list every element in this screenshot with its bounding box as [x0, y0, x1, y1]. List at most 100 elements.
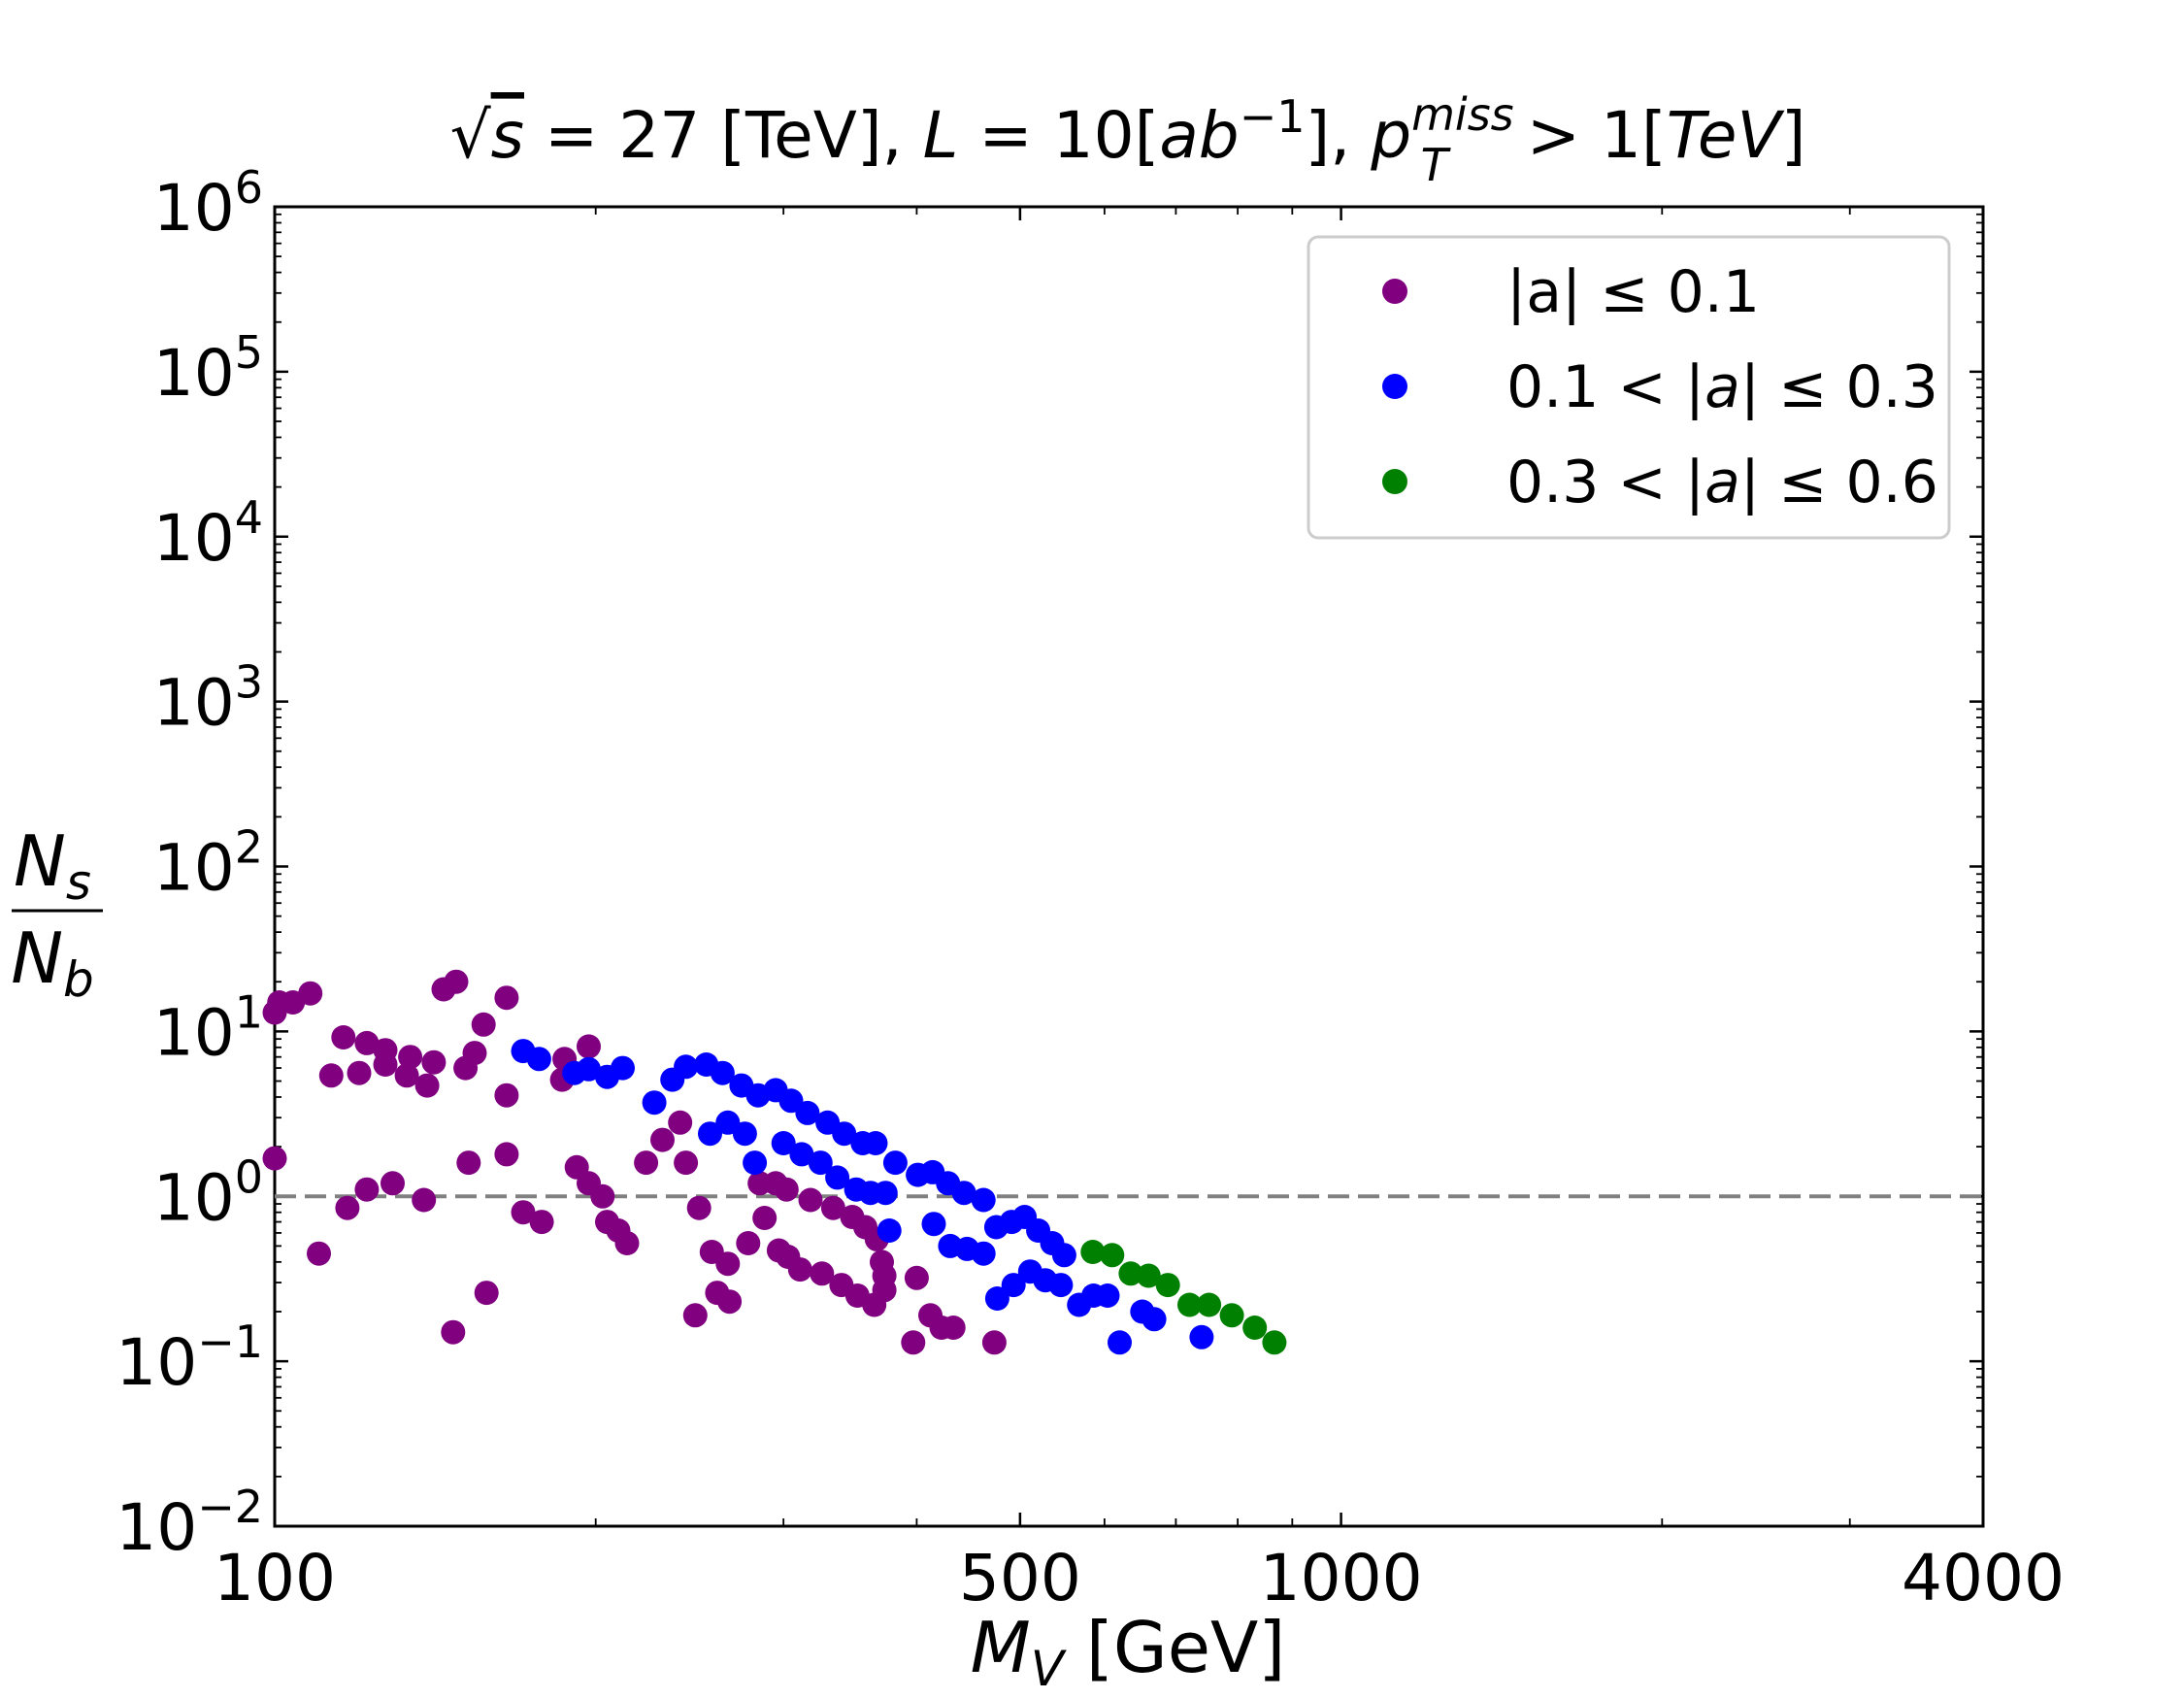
- data-point: [526, 1047, 551, 1072]
- data-point: [951, 1181, 976, 1206]
- data-point: [577, 1034, 601, 1059]
- data-point: [1155, 1273, 1180, 1298]
- data-point: [882, 1150, 908, 1176]
- data-point: [686, 1195, 711, 1220]
- data-point: [381, 1171, 405, 1196]
- data-point: [795, 1100, 820, 1125]
- legend-label-part: a: [1704, 353, 1740, 421]
- data-point: [354, 1177, 380, 1202]
- data-point: [335, 1195, 360, 1220]
- title-s-var: s: [491, 98, 524, 173]
- data-point: [398, 1045, 423, 1070]
- legend-box: [1307, 235, 1951, 540]
- data-point: [904, 1265, 929, 1290]
- y-tick-exp: −2: [197, 1481, 263, 1533]
- y-label-denominator: Nb: [11, 917, 94, 1008]
- data-point: [611, 1055, 635, 1081]
- data-point: [1197, 1292, 1222, 1317]
- data-point: [820, 1195, 845, 1220]
- data-point: [710, 1060, 735, 1085]
- y-tick-exp: 1: [235, 985, 263, 1038]
- data-point: [462, 1041, 487, 1066]
- data-point: [577, 1056, 601, 1082]
- data-point: [494, 1142, 519, 1167]
- legend-items: |a| ≤ 0.1 0.1 < |a| ≤ 0.3 0.3 < |a| ≤ 0.6: [1382, 258, 1938, 516]
- title-lumi-eq: = 10[: [958, 98, 1159, 173]
- y-num-var: N: [14, 820, 66, 902]
- data-point: [873, 1181, 898, 1206]
- data-point: [808, 1150, 833, 1176]
- data-point: [494, 1083, 519, 1108]
- data-point: [456, 1150, 481, 1176]
- data-point: [511, 1200, 536, 1225]
- data-point: [774, 1177, 799, 1202]
- y-tick-base: 10: [116, 1490, 197, 1565]
- legend-label-part: 0.3 < |: [1506, 449, 1704, 516]
- legend-label: |a| ≤ 0.1: [1506, 258, 1760, 326]
- data-point: [752, 1206, 778, 1230]
- data-point: [331, 1025, 356, 1049]
- y-tick-label: 103: [153, 656, 263, 741]
- x-axis-sub: V: [1031, 1641, 1068, 1697]
- data-point: [1262, 1330, 1287, 1355]
- title-lumi-exp: −1: [1240, 90, 1306, 143]
- data-point: [431, 977, 456, 1002]
- data-point: [872, 1263, 897, 1288]
- data-point: [674, 1150, 699, 1176]
- data-point: [971, 1187, 996, 1213]
- y-tick-exp: 0: [235, 1150, 263, 1203]
- x-axis-label: MV [GeV]: [971, 1607, 1286, 1697]
- data-point: [474, 1281, 499, 1306]
- data-point: [787, 1257, 812, 1283]
- y-tick-label: 10−2: [116, 1481, 263, 1565]
- y-tick-label: 10−1: [116, 1316, 263, 1400]
- series-1: [262, 969, 1007, 1355]
- data-point: [373, 1052, 398, 1077]
- data-point: [715, 1251, 741, 1277]
- data-point: [863, 1131, 888, 1155]
- data-point: [698, 1121, 722, 1147]
- y-tick-base: 10: [153, 666, 235, 741]
- data-point: [1108, 1330, 1132, 1355]
- legend-marker: [1382, 374, 1407, 399]
- data-point: [798, 1187, 823, 1213]
- y-tick-base: 10: [153, 336, 235, 411]
- data-point: [614, 1231, 640, 1255]
- title-cut: > 1[: [1506, 98, 1667, 173]
- y-tick-base: 10: [153, 831, 235, 906]
- legend-label-part: | ≤ 0.6: [1740, 449, 1938, 516]
- y-tick-label: 102: [153, 821, 263, 906]
- x-tick-label: 100: [214, 1541, 336, 1616]
- data-point: [789, 1142, 814, 1167]
- data-point: [1080, 1240, 1106, 1264]
- data-point: [298, 981, 323, 1006]
- data-point: [717, 1289, 743, 1315]
- data-point: [354, 1030, 380, 1055]
- data-point: [1142, 1307, 1167, 1332]
- legend-label-part: 0.1 < |: [1506, 353, 1704, 421]
- legend-marker: [1382, 279, 1407, 304]
- data-point: [743, 1150, 768, 1176]
- legend: |a| ≤ 0.1 0.1 < |a| ≤ 0.3 0.3 < |a| ≤ 0.6: [1307, 235, 1951, 540]
- x-axis-var: M: [971, 1607, 1031, 1688]
- title-lumi-close: ],: [1306, 98, 1372, 173]
- data-point: [421, 1049, 447, 1075]
- data-point: [1219, 1303, 1244, 1328]
- data-point: [810, 1261, 835, 1286]
- data-point: [921, 1212, 946, 1237]
- data-point: [1051, 1243, 1076, 1268]
- y-tick-base: 10: [153, 995, 235, 1070]
- y-tick-base: 10: [153, 1160, 235, 1235]
- data-point: [1242, 1316, 1268, 1340]
- title-energy: = 27 [TeV],: [524, 98, 923, 173]
- y-tick-base: 10: [153, 171, 235, 246]
- data-point: [414, 1073, 440, 1098]
- data-point: [471, 1012, 496, 1037]
- data-point: [941, 1316, 966, 1340]
- y-tick-exp: 4: [235, 491, 263, 544]
- legend-label-part: |a| ≤ 0.1: [1506, 258, 1760, 326]
- y-tick-exp: −1: [197, 1316, 263, 1368]
- data-point: [1118, 1261, 1143, 1286]
- data-point: [590, 1183, 615, 1209]
